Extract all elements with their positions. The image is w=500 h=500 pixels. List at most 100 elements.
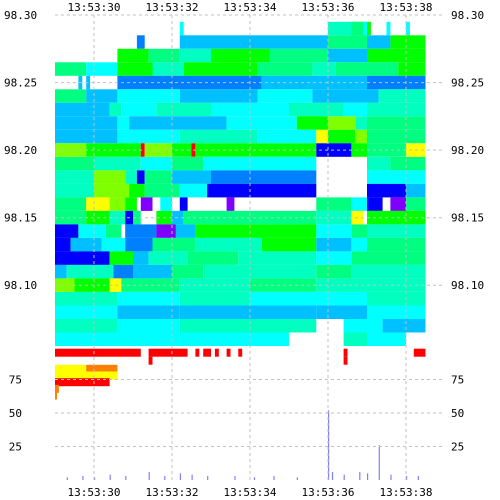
volume-tick-label-right: 50 [451, 407, 464, 420]
volume-band-cell [55, 364, 87, 373]
heatmap-cell [55, 224, 79, 238]
volume-bar [179, 473, 181, 480]
x-tick-label-top: 13:53:30 [68, 1, 121, 14]
heatmap-cell [195, 237, 262, 252]
volume-bar [148, 472, 150, 480]
heatmap-cell [406, 183, 426, 198]
heatmap-cell [179, 48, 211, 63]
x-tick-label-top: 13:53:32 [146, 1, 199, 14]
heatmap-cell [257, 62, 313, 76]
heatmap-cell [94, 170, 126, 184]
volume-band-cell [55, 378, 110, 387]
heatmap-cell [55, 143, 87, 157]
heatmap-cell [367, 156, 391, 171]
heatmap-cell [156, 102, 211, 117]
heatmap-cell [117, 305, 180, 319]
volume-band-cell [86, 364, 118, 373]
heatmap-cell [125, 224, 157, 238]
heatmap-cell [86, 143, 141, 157]
x-tick-label-bottom: 13:53:34 [224, 486, 277, 499]
x-tick-label-top: 13:53:38 [380, 1, 433, 14]
heatmap-cell [351, 197, 367, 211]
volume-band-cell [148, 348, 188, 357]
heatmap-cell [55, 102, 110, 117]
heatmap-cell [55, 305, 118, 319]
volume-band-cell [214, 348, 219, 357]
heatmap-cell [261, 237, 317, 252]
heatmap-cell [355, 116, 367, 130]
heatmap-cell [121, 278, 180, 292]
heatmap-cell [152, 62, 184, 76]
heatmap-cell [117, 129, 180, 144]
volume-bar [367, 473, 369, 480]
volume-band-cell [413, 348, 426, 357]
heatmap-cell [94, 156, 141, 171]
heatmap-cell [367, 102, 426, 117]
heatmap-cell [316, 237, 352, 252]
heatmap-cell [179, 197, 188, 211]
heatmap-cell [55, 251, 110, 265]
heatmap-cell [316, 129, 328, 144]
heatmap-cell [55, 332, 118, 346]
heatmap-cell [94, 183, 130, 198]
heatmap-cell [355, 129, 367, 144]
heatmap-cell [203, 156, 317, 171]
heatmap-cell [367, 170, 426, 184]
heatmap-cell [140, 197, 153, 211]
heatmap-cell [312, 62, 336, 76]
heatmap-cell [86, 89, 118, 103]
heatmap-cell [117, 319, 180, 333]
volume-bar [207, 476, 209, 480]
heatmap-cell [335, 62, 399, 76]
volume-band-cell [343, 356, 348, 365]
x-tick-label-top: 13:53:36 [302, 1, 355, 14]
heatmap-cell [129, 116, 227, 130]
heatmap-cell [238, 251, 317, 265]
heatmap-cell [109, 251, 133, 265]
heatmap-cell [261, 75, 328, 90]
heatmap-cell [117, 292, 180, 306]
volume-bar [406, 476, 408, 480]
volume-band-cell [55, 391, 57, 400]
heatmap-cell [316, 264, 352, 279]
heatmap-cell [316, 278, 426, 292]
heatmap-cell [136, 170, 145, 184]
heatmap-cell [390, 197, 406, 211]
price-tick-label-left: 98.10 [4, 279, 37, 292]
volume-bar [253, 477, 256, 480]
heatmap-cell [117, 48, 149, 63]
heatmap-cell [179, 21, 184, 36]
heatmap-cell [406, 21, 410, 36]
price-tick-label-right: 98.15 [451, 212, 484, 225]
heatmap-cell [351, 143, 367, 157]
price-tick-label-left: 98.20 [4, 144, 37, 157]
heatmap-layer [55, 21, 426, 346]
heatmap-cell [55, 129, 118, 144]
volume-tick-label-left: 25 [9, 441, 22, 454]
heatmap-cell [226, 197, 235, 211]
x-tick-label-top: 13:53:34 [224, 1, 277, 14]
heatmap-cell [363, 21, 367, 36]
heatmap-cell [296, 116, 328, 130]
heatmap-cell [133, 251, 149, 265]
x-tick-label-bottom: 13:53:36 [302, 486, 355, 499]
heatmap-cell [343, 102, 367, 117]
heatmap-cell [312, 89, 379, 103]
heatmap-cell [144, 170, 172, 184]
heatmap-cell [257, 129, 317, 144]
heatmap-cell [55, 197, 87, 211]
volume-bar [378, 445, 380, 480]
heatmap-cell [125, 170, 137, 184]
x-tick-label-bottom: 13:53:30 [68, 486, 121, 499]
x-tick-label-bottom: 13:53:38 [380, 486, 433, 499]
heatmap-cell [187, 251, 239, 265]
heatmap-cell [386, 21, 391, 36]
heatmap-cell [86, 197, 110, 211]
heatmap-cell [86, 75, 91, 90]
heatmap-cell [226, 116, 297, 130]
heatmap-cell [148, 251, 188, 265]
volume-band-cell [203, 348, 211, 357]
heatmap-cell [117, 116, 130, 130]
x-tick-label-bottom: 13:53:32 [146, 486, 199, 499]
heatmap-cell [179, 292, 250, 306]
